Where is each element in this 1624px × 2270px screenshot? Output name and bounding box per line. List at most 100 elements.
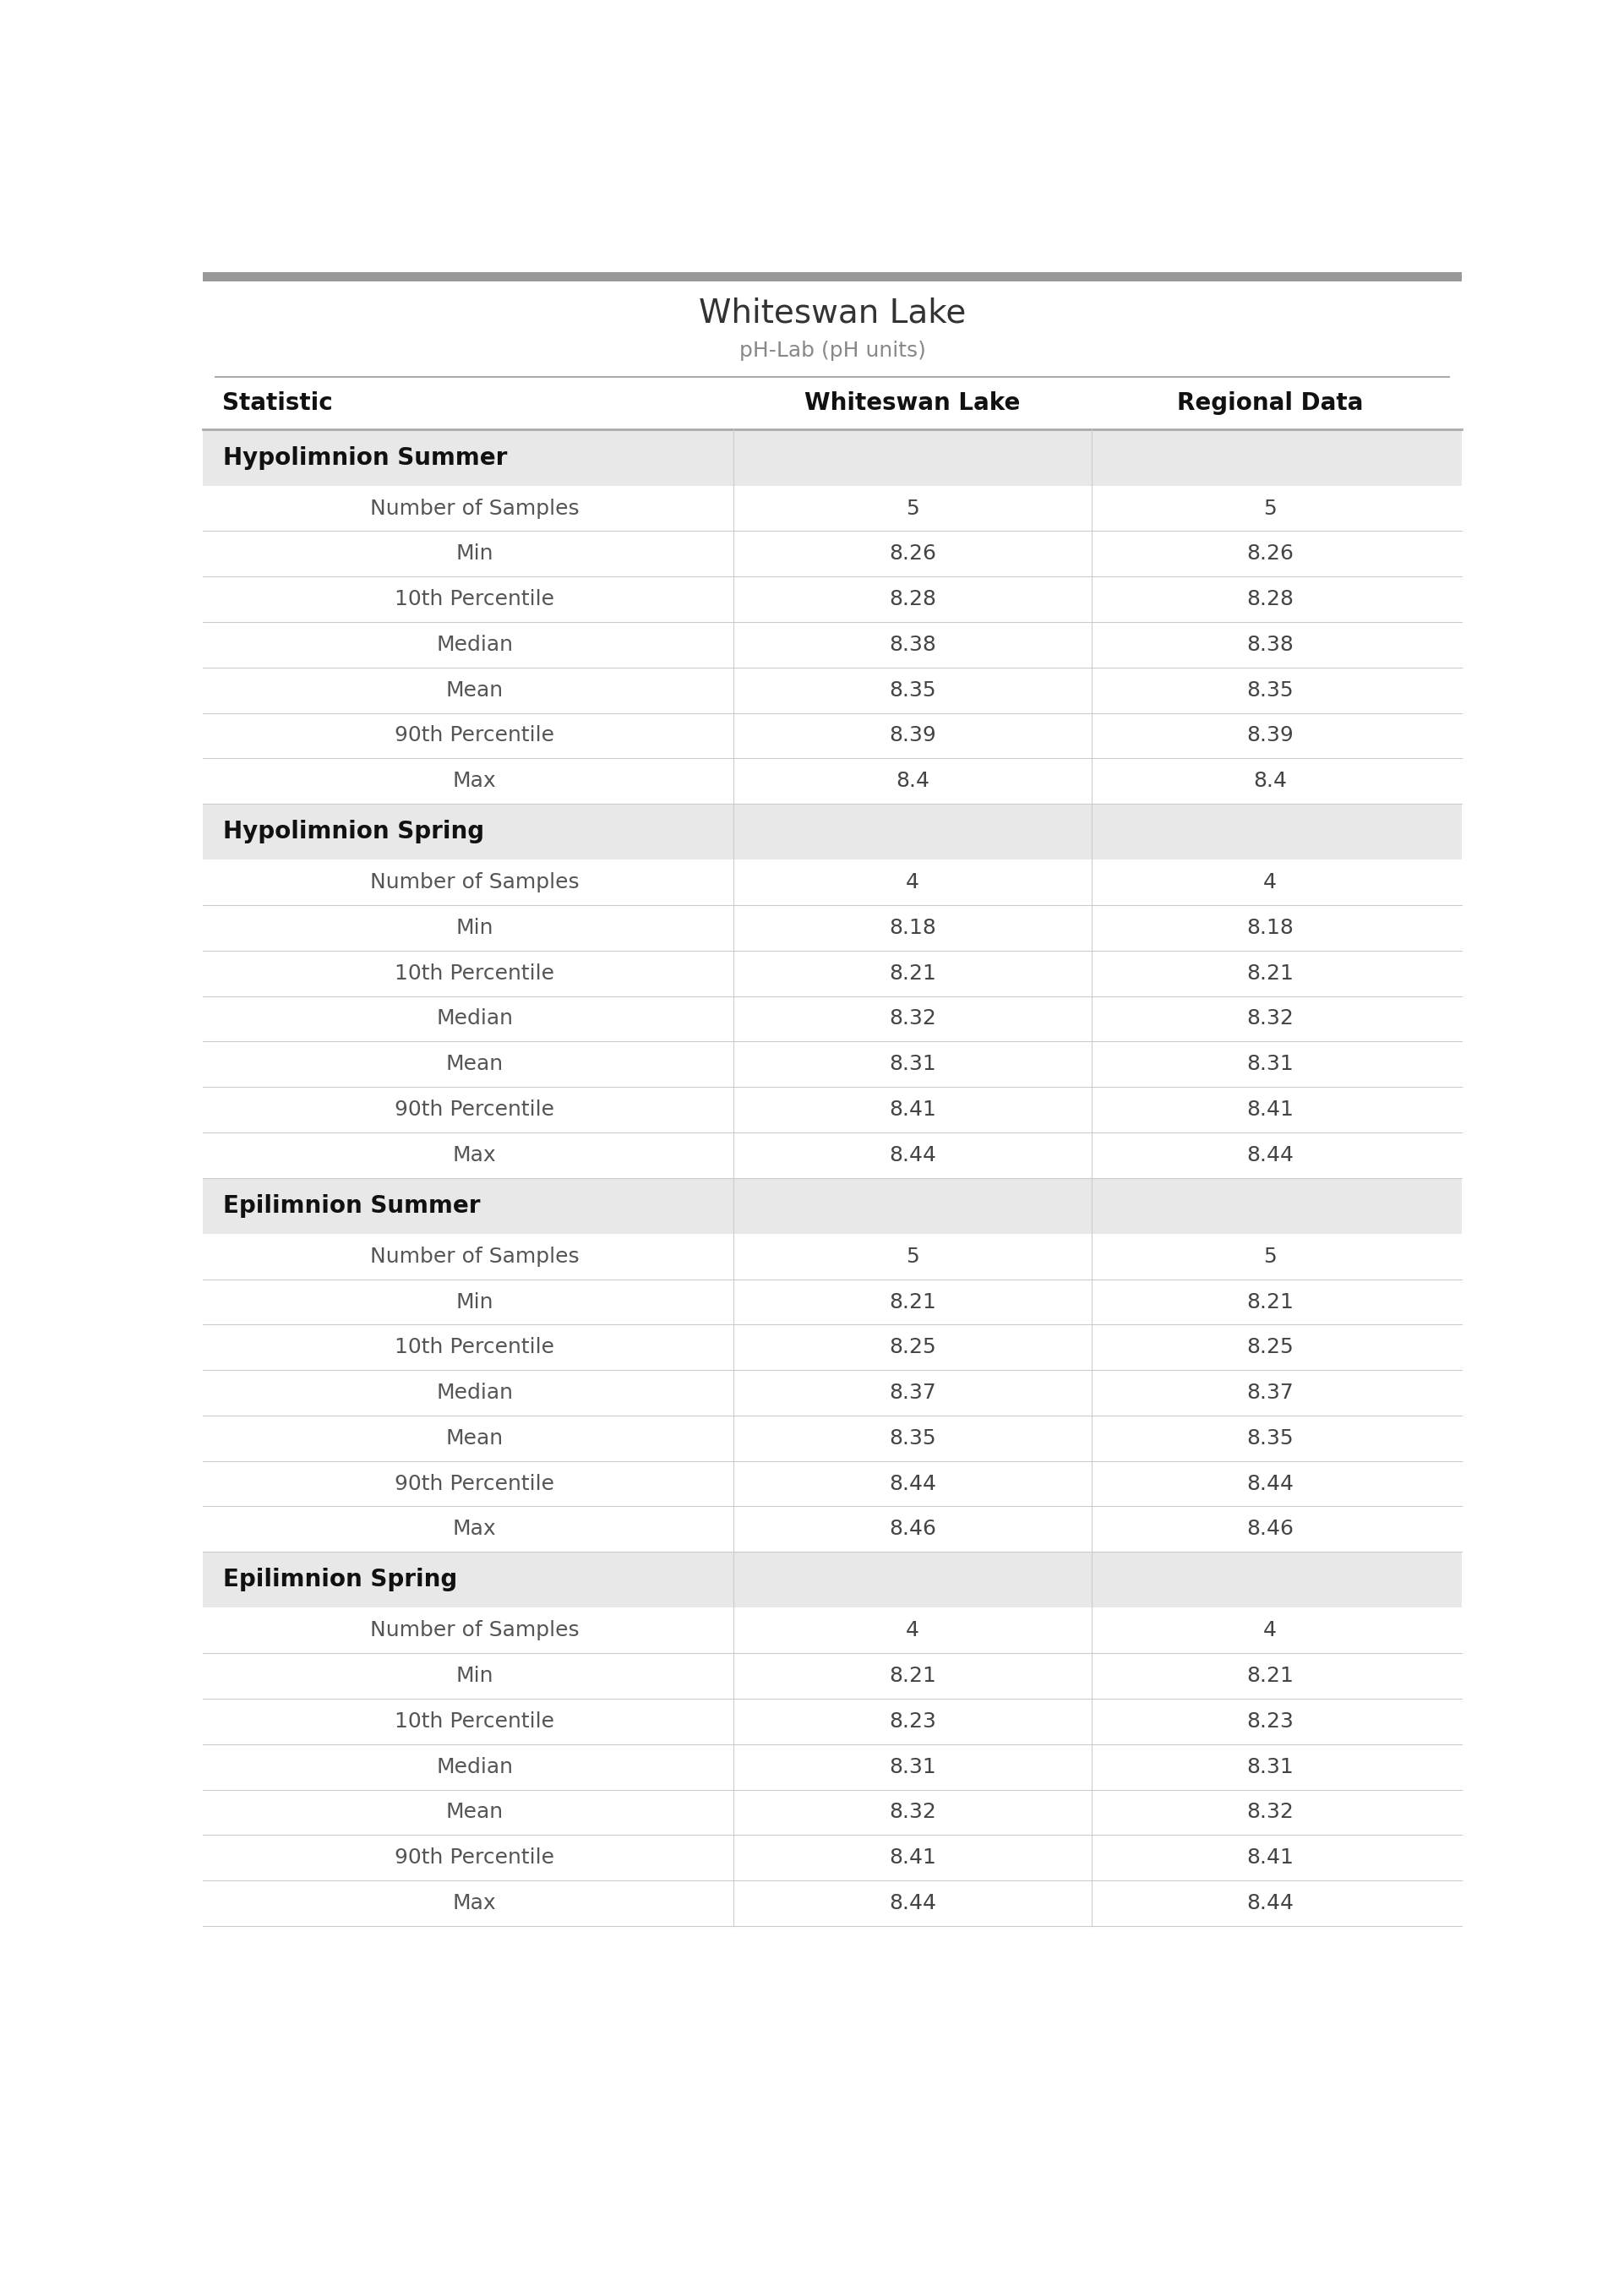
Text: 8.21: 8.21 <box>888 1292 935 1312</box>
Text: 8.35: 8.35 <box>1247 681 1294 699</box>
Bar <box>203 1507 1462 1553</box>
Text: 10th Percentile: 10th Percentile <box>395 590 554 608</box>
Bar <box>203 281 1462 377</box>
Bar <box>203 1653 1462 1698</box>
Text: 8.38: 8.38 <box>1247 636 1294 654</box>
Text: 8.41: 8.41 <box>1247 1848 1294 1868</box>
Text: 10th Percentile: 10th Percentile <box>395 1712 554 1732</box>
Text: 8.39: 8.39 <box>1247 726 1294 747</box>
Text: Max: Max <box>453 772 497 792</box>
Bar <box>203 1087 1462 1133</box>
Text: Number of Samples: Number of Samples <box>370 1246 580 1267</box>
Bar <box>203 577 1462 622</box>
Bar <box>203 1743 1462 1789</box>
Text: 8.37: 8.37 <box>888 1382 935 1403</box>
Text: 8.35: 8.35 <box>888 681 935 699</box>
Bar <box>203 713 1462 758</box>
Text: 8.41: 8.41 <box>888 1848 935 1868</box>
Text: 8.31: 8.31 <box>1247 1053 1294 1074</box>
Text: Number of Samples: Number of Samples <box>370 497 580 518</box>
Text: 8.4: 8.4 <box>895 772 929 792</box>
Text: 90th Percentile: 90th Percentile <box>395 1848 554 1868</box>
Text: 8.44: 8.44 <box>1247 1144 1294 1165</box>
Text: 8.23: 8.23 <box>1247 1712 1294 1732</box>
Bar <box>203 1280 1462 1326</box>
Bar <box>203 1133 1462 1178</box>
Text: 10th Percentile: 10th Percentile <box>395 962 554 983</box>
Text: 5: 5 <box>1263 497 1276 518</box>
Text: 5: 5 <box>906 1246 919 1267</box>
Text: 90th Percentile: 90th Percentile <box>395 1473 554 1494</box>
Text: Regional Data: Regional Data <box>1177 393 1363 415</box>
Text: Median: Median <box>437 1008 513 1028</box>
Bar <box>203 377 1462 429</box>
Bar <box>203 429 1462 486</box>
Text: 8.21: 8.21 <box>888 962 935 983</box>
Text: 8.41: 8.41 <box>888 1099 935 1119</box>
Text: 8.41: 8.41 <box>1247 1099 1294 1119</box>
Text: Whiteswan Lake: Whiteswan Lake <box>804 393 1020 415</box>
Text: 10th Percentile: 10th Percentile <box>395 1337 554 1357</box>
Text: 8.35: 8.35 <box>1247 1428 1294 1448</box>
Text: 8.18: 8.18 <box>888 917 935 938</box>
Text: Mean: Mean <box>447 1802 503 1823</box>
Bar <box>203 997 1462 1042</box>
Text: 8.28: 8.28 <box>1247 590 1294 608</box>
Text: 4: 4 <box>906 1621 919 1641</box>
Text: 5: 5 <box>906 497 919 518</box>
Text: 90th Percentile: 90th Percentile <box>395 726 554 747</box>
Text: Min: Min <box>456 1292 494 1312</box>
Bar <box>203 667 1462 713</box>
Bar <box>203 1553 1462 1607</box>
Bar <box>203 804 1462 860</box>
Text: pH-Lab (pH units): pH-Lab (pH units) <box>739 340 926 361</box>
Bar <box>203 272 1462 281</box>
Text: Min: Min <box>456 545 494 563</box>
Bar <box>203 1462 1462 1507</box>
Text: 8.32: 8.32 <box>1247 1802 1294 1823</box>
Bar <box>203 1371 1462 1416</box>
Text: Median: Median <box>437 636 513 654</box>
Text: Number of Samples: Number of Samples <box>370 1621 580 1641</box>
Text: 8.18: 8.18 <box>1247 917 1294 938</box>
Text: 8.32: 8.32 <box>1247 1008 1294 1028</box>
Bar <box>203 1235 1462 1280</box>
Text: 8.25: 8.25 <box>1247 1337 1294 1357</box>
Bar <box>203 486 1462 531</box>
Bar <box>203 1789 1462 1834</box>
Text: 5: 5 <box>1263 1246 1276 1267</box>
Text: Mean: Mean <box>447 681 503 699</box>
Text: 8.39: 8.39 <box>888 726 935 747</box>
Bar <box>203 906 1462 951</box>
Text: Max: Max <box>453 1519 497 1539</box>
Text: Max: Max <box>453 1893 497 1914</box>
Text: Epilimnion Spring: Epilimnion Spring <box>222 1569 458 1591</box>
Text: 8.28: 8.28 <box>888 590 935 608</box>
Text: Max: Max <box>453 1144 497 1165</box>
Bar <box>203 1416 1462 1462</box>
Text: 8.44: 8.44 <box>1247 1473 1294 1494</box>
Text: 4: 4 <box>1263 1621 1276 1641</box>
Bar <box>203 1607 1462 1653</box>
Text: 8.46: 8.46 <box>888 1519 935 1539</box>
Text: Mean: Mean <box>447 1053 503 1074</box>
Text: 90th Percentile: 90th Percentile <box>395 1099 554 1119</box>
Text: 8.21: 8.21 <box>1247 1666 1294 1687</box>
Bar <box>203 1834 1462 1880</box>
Text: 8.44: 8.44 <box>888 1473 935 1494</box>
Bar <box>203 1698 1462 1743</box>
Text: 8.32: 8.32 <box>888 1802 935 1823</box>
Bar <box>203 622 1462 667</box>
Text: 8.44: 8.44 <box>888 1893 935 1914</box>
Text: Min: Min <box>456 917 494 938</box>
Bar <box>203 1326 1462 1371</box>
Text: Number of Samples: Number of Samples <box>370 872 580 892</box>
Bar <box>203 758 1462 804</box>
Text: 8.26: 8.26 <box>888 545 935 563</box>
Bar <box>203 951 1462 997</box>
Text: 8.23: 8.23 <box>888 1712 935 1732</box>
Bar <box>203 1178 1462 1235</box>
Text: Epilimnion Summer: Epilimnion Summer <box>222 1194 481 1217</box>
Text: 8.44: 8.44 <box>1247 1893 1294 1914</box>
Text: 8.21: 8.21 <box>1247 1292 1294 1312</box>
